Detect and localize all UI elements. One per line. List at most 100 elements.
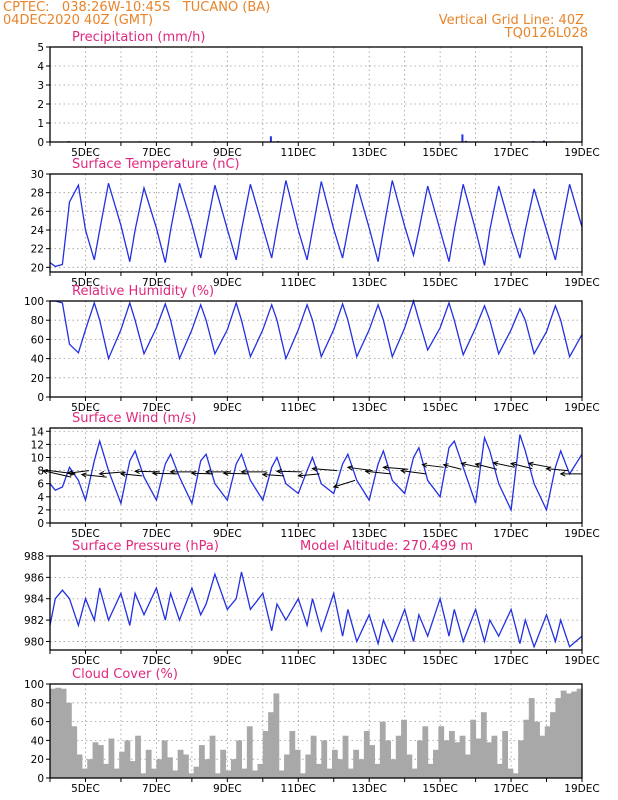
cloud-bar [411,768,418,778]
precip-title: Precipitation (mm/h) [72,30,205,45]
cloud-bar [459,735,466,778]
cloud-bar [161,740,168,778]
cloud-ytick-label: 100 [24,679,44,691]
cloud-bar [347,768,354,778]
wind-arrow-shaft [276,470,302,473]
wind-arrow-shaft [365,470,391,475]
rh-xtick-label: 19DEC [564,402,599,414]
wind-arrow-shaft [401,470,427,475]
wind-arrow-head [442,463,449,469]
precip-xtick-label: 9DEC [213,147,242,159]
temp-ytick-label: 22 [31,244,44,256]
cloud-bar [427,763,434,778]
wind-arrow-shaft [461,462,480,468]
temp-title: Surface Temperature (nC) [72,157,240,172]
pressure-xtick-label: 17DEC [493,655,528,667]
header-datetime: 04DEC2020 40Z (GMT) [3,13,154,28]
rh-xtick-label: 13DEC [351,402,386,414]
wind-ytick-label: 0 [37,518,44,530]
wind-xtick-label: 19DEC [564,528,599,540]
cloud-bar [539,735,546,778]
cloud-bar [385,740,391,778]
wind-arrow-shaft [120,473,143,477]
wind-arrow-shaft [298,473,320,477]
cloud-bar [262,731,269,778]
precip-xtick-label: 11DEC [281,147,316,159]
pressure-ytick-label: 988 [24,551,44,563]
cloud-bar [326,768,333,778]
rh-xtick-label: 7DEC [142,402,171,414]
cloud-xtick-label: 11DEC [281,783,316,795]
cloud-bar [278,770,285,778]
wind-xtick-label: 5DEC [71,528,100,540]
temp-ytick-label: 26 [31,206,45,218]
temp-ytick-label: 30 [31,169,44,181]
wind-arrow-shaft [333,479,356,488]
precip-xtick-label: 5DEC [71,147,100,159]
cloud-bar [76,754,83,778]
cloud-ytick-label: 80 [31,698,44,710]
pressure-xtick-label: 5DEC [71,655,100,667]
cloud-bar [369,745,376,778]
cloud-bar [449,731,455,778]
wind-arrow-head [332,483,339,489]
wind-arrow-shaft [546,468,568,472]
cloud-bar [124,740,131,778]
cloud-bar [92,742,99,778]
rh-title: Relative Humidity (%) [72,284,214,299]
wind-arrow-head [559,471,566,477]
pressure-ytick-label: 984 [24,594,44,606]
rh-ytick-label: 100 [24,296,44,308]
cloud-bar [571,691,578,778]
wind-arrow-shaft [443,464,462,470]
precip-ytick-label: 3 [37,80,44,92]
wind-arrow-shaft [67,470,90,474]
wind-arrow-head [240,469,247,475]
wind-xtick-label: 13DEC [351,528,386,540]
cloud-bar [60,688,67,778]
cloud-bar [172,770,179,778]
cloud-bar [321,740,328,778]
wind-xtick-label: 11DEC [281,528,316,540]
cloud-ytick-label: 60 [31,717,44,729]
cloud-bar [252,770,258,778]
pressure-xtick-label: 11DEC [281,655,316,667]
cloud-ytick-label: 20 [31,754,44,766]
cloud-bar [507,768,514,778]
rh-ytick-label: 80 [31,315,44,327]
precip-ytick-label: 5 [37,42,44,54]
wind-ytick-label: 12 [31,439,44,451]
wind-arrow-head [66,470,73,476]
cloud-bar [273,693,280,778]
cloud-bar [145,749,152,778]
pressure-xtick-label: 13DEC [351,655,386,667]
precip-ytick-label: 4 [37,61,44,73]
pressure-ytick-label: 982 [24,615,44,627]
cloud-bar [528,698,535,778]
pressure-ytick-label: 980 [24,636,44,648]
precip-bar [461,134,464,142]
cloud-bar [363,731,370,778]
cloud-bar [566,693,572,778]
wind-arrow-head [169,469,176,475]
wind-arrow-shaft [383,466,409,470]
cloud-xtick-label: 5DEC [71,783,100,795]
header-model-code: TQ0126L028 [504,26,588,41]
cloud-bar [97,745,104,778]
cloud-bar [188,773,195,778]
cloud-bar [113,768,120,778]
wind-arrow-head [311,466,318,472]
wind-arrow-head [190,470,197,476]
cloud-bar [443,740,450,778]
cloud-bar [204,759,211,778]
cloud-bar [135,735,141,778]
temp-xtick-label: 11DEC [281,277,316,289]
rh-xtick-label: 9DEC [213,402,242,414]
pressure-ytick-label: 986 [24,572,44,584]
pressure-series-line [49,571,583,649]
wind-arrow-head [364,469,371,475]
temp-ytick-label: 28 [31,188,44,200]
temp-xtick-label: 5DEC [71,277,100,289]
cloud-bar [310,735,317,778]
wind-ytick-label: 14 [31,426,45,438]
